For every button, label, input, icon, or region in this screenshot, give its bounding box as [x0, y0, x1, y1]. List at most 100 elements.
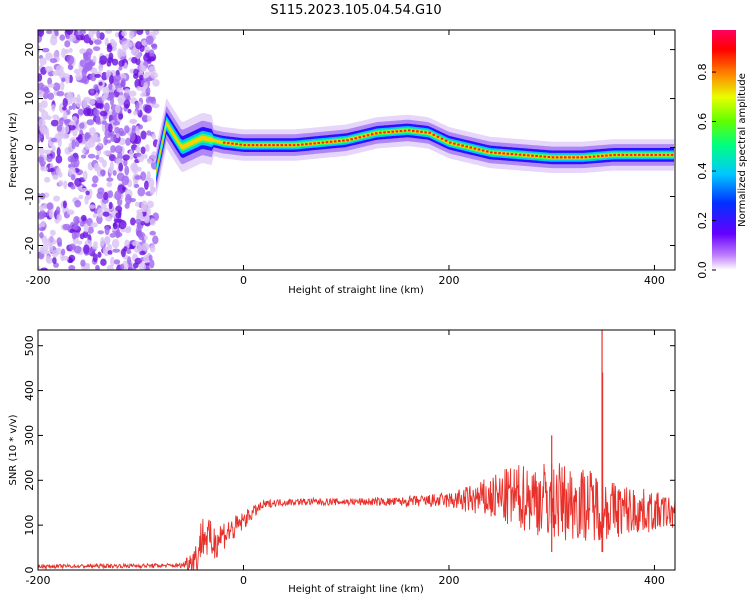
noise-speckle — [121, 175, 130, 186]
noise-speckle — [114, 126, 121, 134]
noise-speckle — [82, 230, 89, 239]
y-tick-label: 20 — [23, 43, 36, 57]
noise-speckle — [147, 158, 153, 165]
noise-speckle — [121, 30, 128, 37]
colorbar-ticks: 0.0 0.2 0.4 0.6 0.8 — [696, 63, 716, 279]
noise-speckle — [130, 162, 138, 172]
noise-speckle — [58, 180, 64, 187]
noise-speckle — [64, 40, 71, 48]
noise-speckle — [93, 109, 100, 117]
noise-speckle — [68, 105, 73, 111]
noise-speckle — [96, 208, 104, 218]
noise-speckle — [114, 145, 123, 154]
noise-speckle — [50, 137, 58, 143]
noise-speckle — [38, 73, 43, 82]
noise-speckle — [135, 226, 142, 237]
noise-speckle — [89, 127, 96, 135]
noise-speckle — [68, 258, 74, 264]
noise-speckle — [74, 200, 82, 208]
noise-speckle — [127, 41, 133, 48]
noise-speckle — [92, 55, 97, 64]
noise-speckle — [141, 114, 149, 123]
noise-speckle — [145, 30, 150, 36]
noise-speckle — [132, 110, 138, 116]
noise-speckle — [100, 236, 105, 247]
noise-speckle — [79, 59, 86, 68]
snr-series-line — [38, 463, 675, 570]
colorbar: 0.0 0.2 0.4 0.6 0.8 Normalized spectral ampl… — [696, 30, 748, 279]
noise-speckle — [42, 91, 49, 100]
noise-speckle — [46, 155, 53, 163]
noise-speckle — [89, 40, 94, 46]
noise-speckle — [103, 102, 110, 112]
noise-speckle — [61, 77, 66, 83]
noise-speckle — [134, 175, 143, 180]
noise-speckle — [87, 226, 94, 234]
noise-speckle — [80, 259, 86, 267]
noise-speckle — [52, 82, 61, 91]
noise-speckle — [108, 83, 113, 91]
noise-speckle — [51, 145, 56, 153]
noise-speckle — [106, 44, 113, 53]
noise-speckle — [101, 159, 107, 168]
noise-speckle — [41, 110, 49, 121]
noise-speckle — [98, 81, 103, 86]
heatmap-panel: -200 0 200 400 -20 -10 0 10 20 Height of straig… — [8, 29, 676, 296]
noise-speckle — [130, 217, 136, 226]
noise-speckle — [92, 253, 98, 263]
noise-speckle — [94, 73, 101, 78]
noise-speckle — [74, 177, 82, 187]
noise-speckle — [141, 242, 150, 251]
noise-speckle — [140, 220, 146, 226]
noise-speckle — [146, 200, 154, 209]
noise-speckle — [77, 240, 83, 245]
noise-speckle — [148, 65, 156, 76]
noise-speckle — [78, 194, 84, 200]
noise-speckle — [102, 211, 110, 217]
noise-speckle — [81, 149, 86, 154]
noise-speckle — [108, 201, 113, 210]
noise-speckle — [56, 146, 61, 157]
noise-speckle — [124, 125, 130, 134]
noise-speckle — [96, 191, 104, 200]
snr-x-ticks: -200 0 200 400 — [26, 330, 665, 587]
noise-speckle — [82, 170, 88, 181]
noise-speckle — [120, 48, 127, 57]
noise-speckle — [95, 154, 100, 160]
noise-speckle — [70, 174, 76, 181]
noise-speckle — [138, 261, 146, 270]
noise-speckle — [89, 89, 94, 94]
noise-speckle — [76, 31, 83, 36]
noise-speckle — [54, 31, 59, 37]
noise-speckle — [40, 267, 48, 270]
noise-speckle — [124, 228, 132, 234]
noise-speckle — [51, 249, 59, 258]
figure-title: S115.2023.105.04.54.G10 — [270, 3, 441, 18]
noise-speckle — [39, 124, 46, 135]
noise-speckle — [142, 154, 148, 159]
noise-speckle — [76, 93, 81, 103]
noise-speckle — [106, 243, 113, 253]
noise-speckle — [118, 65, 123, 71]
noise-speckle — [43, 149, 52, 155]
noise-speckle — [91, 183, 98, 188]
noise-speckle — [149, 244, 156, 253]
noise-speckle — [49, 58, 58, 64]
noise-speckle — [47, 92, 55, 100]
noise-speckle — [88, 204, 96, 209]
noise-speckle — [125, 137, 131, 146]
noise-speckle — [70, 185, 76, 190]
noise-speckle — [140, 171, 147, 181]
y-tick-label: 200 — [23, 470, 36, 491]
noise-speckle — [83, 244, 90, 255]
noise-speckle — [68, 243, 76, 251]
noise-speckle — [38, 89, 44, 98]
noise-speckle — [95, 102, 103, 109]
noise-speckle — [152, 235, 159, 245]
noise-speckle — [123, 99, 131, 109]
noise-speckle — [41, 243, 49, 252]
noise-speckle — [62, 97, 68, 108]
noise-speckle — [149, 259, 155, 269]
noise-speckle — [130, 49, 136, 55]
noise-speckle — [146, 206, 151, 217]
